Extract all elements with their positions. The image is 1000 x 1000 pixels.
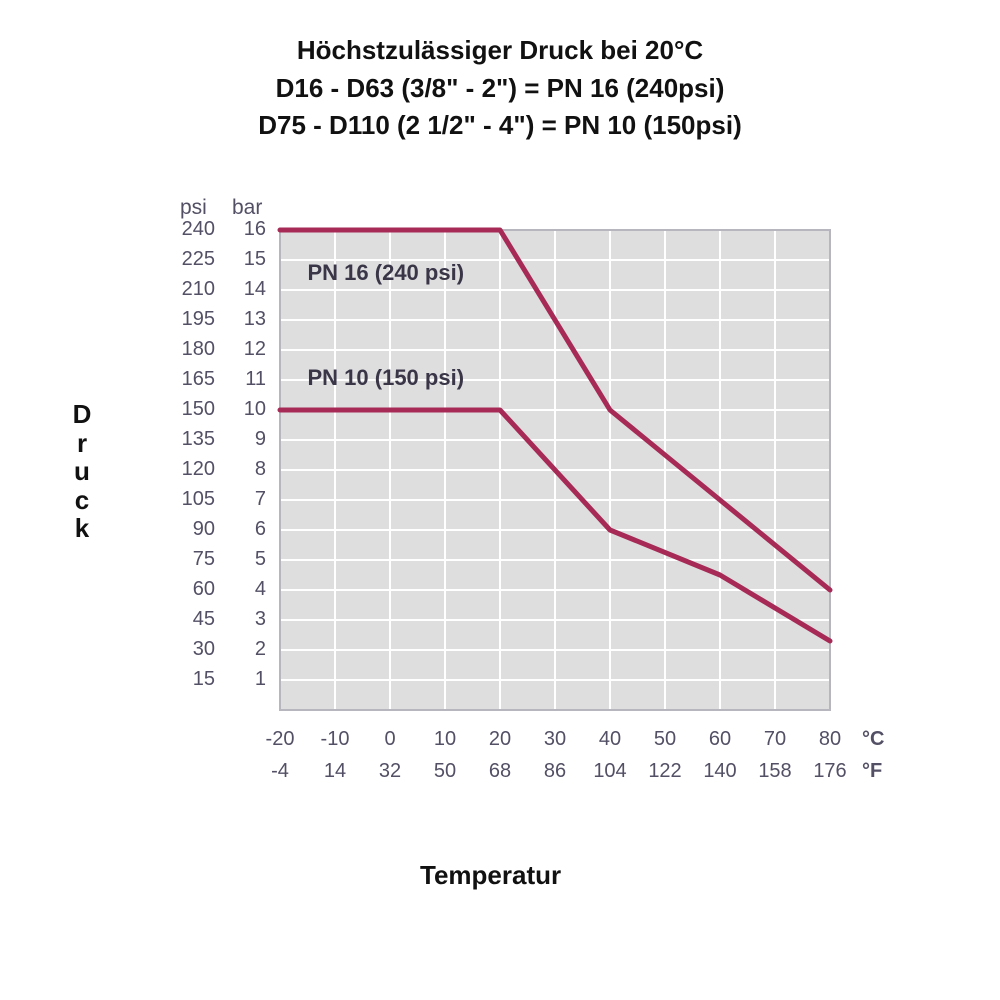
title-line-2: D16 - D63 (3/8" - 2") = PN 16 (240psi) — [0, 70, 1000, 108]
ytick-bar: 5 — [228, 548, 266, 571]
ytick-psi: 165 — [160, 368, 215, 391]
xtick-fahrenheit: 86 — [544, 760, 566, 783]
xtick-celsius: 60 — [709, 728, 731, 751]
xtick-fahrenheit: 104 — [593, 760, 626, 783]
ytick-bar: 8 — [228, 458, 266, 481]
title-line-3: D75 - D110 (2 1/2" - 4") = PN 10 (150psi… — [0, 107, 1000, 145]
xtick-celsius: 50 — [654, 728, 676, 751]
xtick-celsius: 80 — [819, 728, 841, 751]
ytick-psi: 210 — [160, 278, 215, 301]
ytick-psi: 150 — [160, 398, 215, 421]
title-line-1: Höchstzulässiger Druck bei 20°C — [0, 32, 1000, 70]
ytick-psi: 105 — [160, 488, 215, 511]
xtick-celsius: 0 — [384, 728, 395, 751]
ytick-psi: 195 — [160, 308, 215, 331]
xtick-celsius: 30 — [544, 728, 566, 751]
xtick-fahrenheit: 176 — [813, 760, 846, 783]
xtick-fahrenheit: 32 — [379, 760, 401, 783]
ytick-bar: 10 — [228, 398, 266, 421]
xtick-fahrenheit: 50 — [434, 760, 456, 783]
xtick-fahrenheit: 158 — [758, 760, 791, 783]
ytick-psi: 60 — [160, 578, 215, 601]
ytick-bar: 15 — [228, 248, 266, 271]
ytick-bar: 1 — [228, 668, 266, 691]
xtick-fahrenheit: -4 — [271, 760, 289, 783]
ytick-psi: 120 — [160, 458, 215, 481]
x-unit-fahrenheit: °F — [862, 760, 882, 783]
ytick-bar: 4 — [228, 578, 266, 601]
ytick-bar: 12 — [228, 338, 266, 361]
ytick-psi: 240 — [160, 218, 215, 241]
ytick-psi: 90 — [160, 518, 215, 541]
ytick-bar: 7 — [228, 488, 266, 511]
y-axis-label-char: u — [70, 457, 94, 486]
ytick-bar: 13 — [228, 308, 266, 331]
ytick-psi: 75 — [160, 548, 215, 571]
ytick-bar: 2 — [228, 638, 266, 661]
xtick-celsius: -20 — [266, 728, 295, 751]
ytick-psi: 180 — [160, 338, 215, 361]
ytick-bar: 6 — [228, 518, 266, 541]
ytick-bar: 11 — [228, 368, 266, 391]
page: { "title": { "line1": "Höchstzulässiger … — [0, 0, 1000, 1000]
ytick-psi: 45 — [160, 608, 215, 631]
ytick-psi: 15 — [160, 668, 215, 691]
ytick-bar: 14 — [228, 278, 266, 301]
y-axis-label-char: k — [70, 514, 94, 543]
ytick-bar: 9 — [228, 428, 266, 451]
xtick-fahrenheit: 68 — [489, 760, 511, 783]
xtick-fahrenheit: 140 — [703, 760, 736, 783]
series-label-PN10: PN 10 (150 psi) — [308, 365, 465, 391]
xtick-celsius: 40 — [599, 728, 621, 751]
y-axis-label-char: D — [70, 400, 94, 429]
y-header-psi: psi — [180, 196, 207, 220]
y-axis-label-char: c — [70, 486, 94, 515]
y-header-bar: bar — [232, 196, 262, 220]
xtick-celsius: 70 — [764, 728, 786, 751]
ytick-psi: 225 — [160, 248, 215, 271]
series-label-PN16: PN 16 (240 psi) — [308, 260, 465, 286]
ytick-psi: 135 — [160, 428, 215, 451]
pressure-temperature-chart — [275, 225, 835, 715]
chart-title: Höchstzulässiger Druck bei 20°C D16 - D6… — [0, 32, 1000, 145]
x-unit-celsius: °C — [862, 728, 884, 751]
xtick-fahrenheit: 14 — [324, 760, 346, 783]
xtick-celsius: 10 — [434, 728, 456, 751]
ytick-bar: 16 — [228, 218, 266, 241]
xtick-fahrenheit: 122 — [648, 760, 681, 783]
x-axis-label: Temperatur — [420, 860, 561, 891]
xtick-celsius: -10 — [321, 728, 350, 751]
ytick-psi: 30 — [160, 638, 215, 661]
y-axis-label-char: r — [70, 429, 94, 458]
ytick-bar: 3 — [228, 608, 266, 631]
y-axis-label: D r u c k — [70, 400, 94, 543]
xtick-celsius: 20 — [489, 728, 511, 751]
